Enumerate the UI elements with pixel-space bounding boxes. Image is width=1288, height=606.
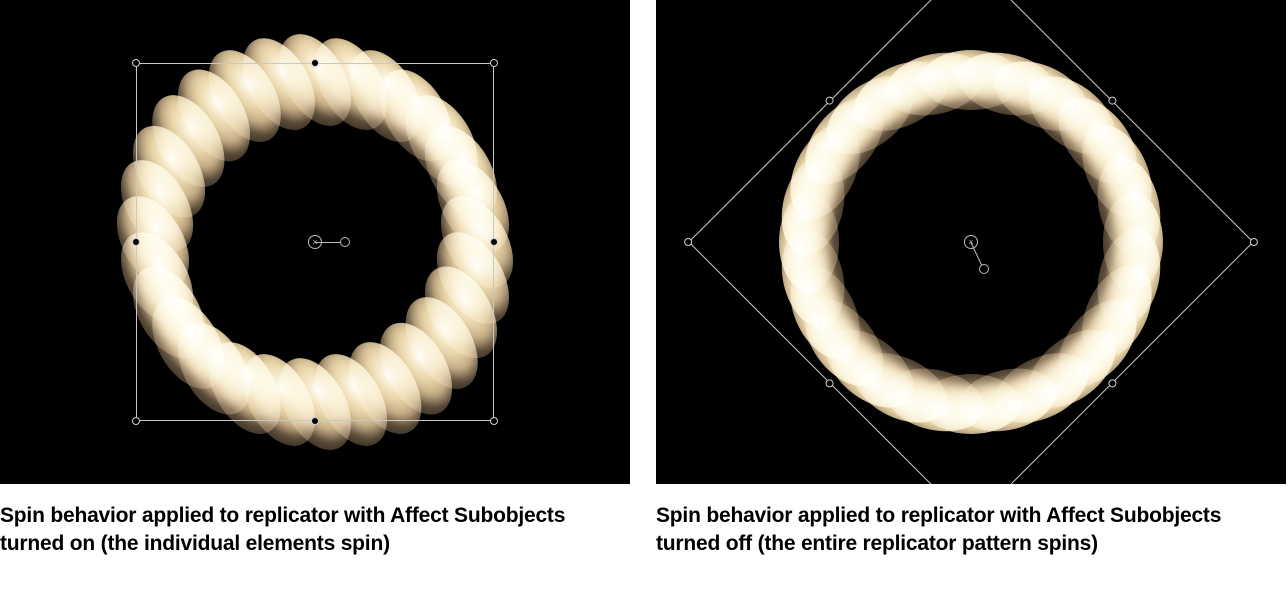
caption-right: Spin behavior applied to replicator with… [656,502,1286,559]
figure-container: × Spin behavior applied to replicator wi… [0,0,1288,559]
bounding-box-handle[interactable] [132,238,140,246]
bounding-box-handle[interactable] [490,59,498,67]
caption-left: Spin behavior applied to replicator with… [0,502,630,559]
bounding-box-handle[interactable] [132,59,140,67]
panel-left: × Spin behavior applied to replicator wi… [0,0,630,559]
bounding-box-handle[interactable] [311,59,319,67]
bounding-box-handle[interactable] [311,417,319,425]
bounding-box-handle[interactable] [490,417,498,425]
bounding-box-handle[interactable] [132,417,140,425]
bounding-box-handle[interactable] [490,238,498,246]
anchor-end-handle[interactable] [979,264,989,274]
anchor-end-handle[interactable] [340,237,350,247]
canvas-right: × [656,0,1286,484]
canvas-left: × [0,0,630,484]
panel-right: × Spin behavior applied to replicator wi… [656,0,1286,559]
